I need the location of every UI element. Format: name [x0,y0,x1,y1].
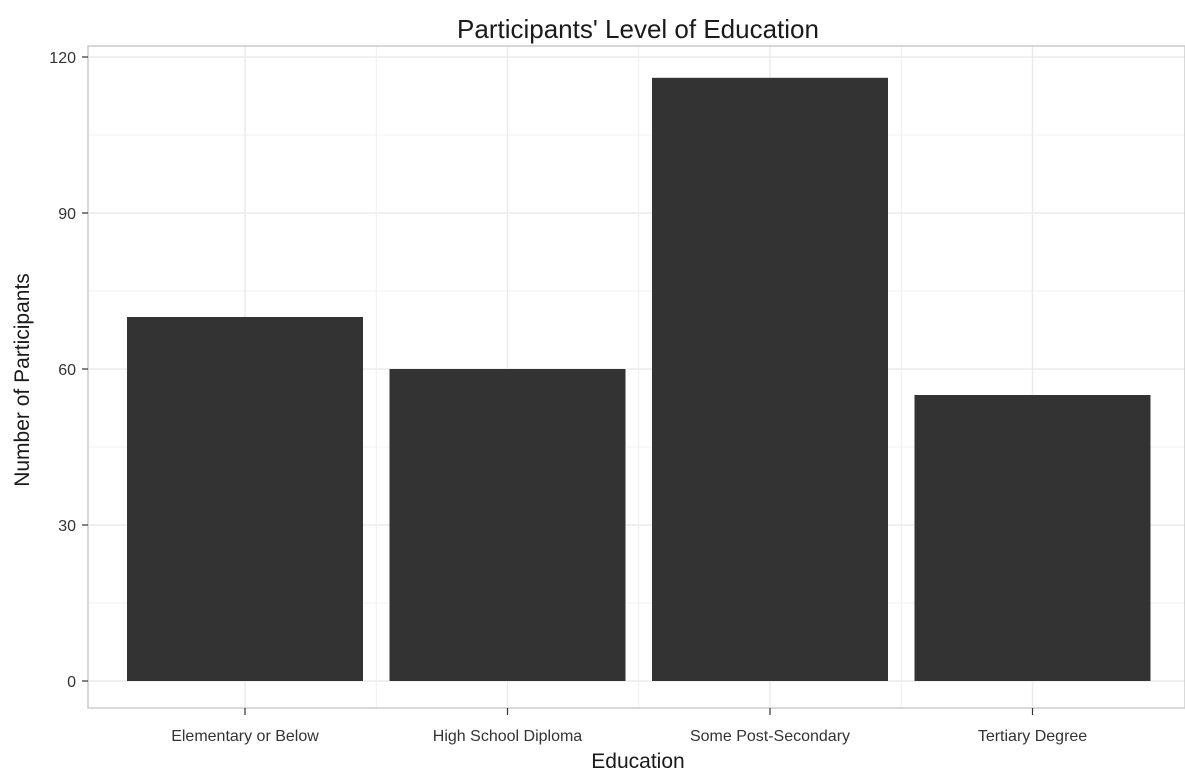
y-axis: 0 30 60 90 120 [49,50,88,691]
x-axis-title: Education [591,750,684,773]
bar [652,77,888,682]
x-tick-label: High School Diploma [433,728,583,745]
bar [914,395,1151,681]
x-tick-label: Some Post-Secondary [690,728,850,745]
x-axis: Elementary or Below High School Diploma So… [171,708,1087,745]
bar [389,369,626,681]
y-tick-label: 90 [58,206,76,223]
plot-panel-border [87,45,1185,709]
x-tick-label: Elementary or Below [171,728,319,745]
x-tick-label: Tertiary Degree [978,728,1087,745]
y-tick-label: 60 [58,362,76,379]
chart-title: Participants' Level of Education [457,14,819,44]
y-tick-label: 120 [49,50,76,67]
bars [127,77,1151,682]
y-axis-title: Number of Participants [11,273,34,487]
y-tick-label: 30 [58,518,76,535]
y-tick-label: 0 [67,674,76,691]
bar [127,317,363,681]
